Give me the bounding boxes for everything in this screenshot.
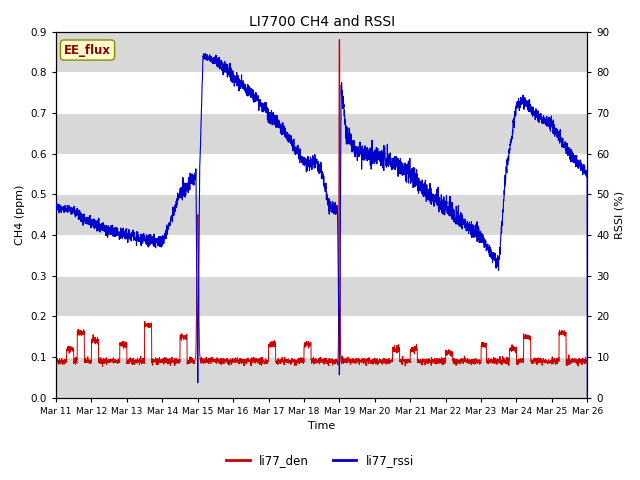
X-axis label: Time: Time — [308, 421, 335, 432]
Y-axis label: CH4 (ppm): CH4 (ppm) — [15, 184, 25, 245]
Y-axis label: RSSI (%): RSSI (%) — [615, 191, 625, 239]
Title: LI7700 CH4 and RSSI: LI7700 CH4 and RSSI — [248, 15, 395, 29]
Legend: li77_den, li77_rssi: li77_den, li77_rssi — [221, 449, 419, 472]
Bar — [56, 32, 588, 72]
Text: EE_flux: EE_flux — [64, 44, 111, 57]
Bar — [56, 357, 588, 398]
Bar — [56, 194, 588, 235]
Bar — [56, 276, 588, 316]
Bar — [56, 113, 588, 154]
